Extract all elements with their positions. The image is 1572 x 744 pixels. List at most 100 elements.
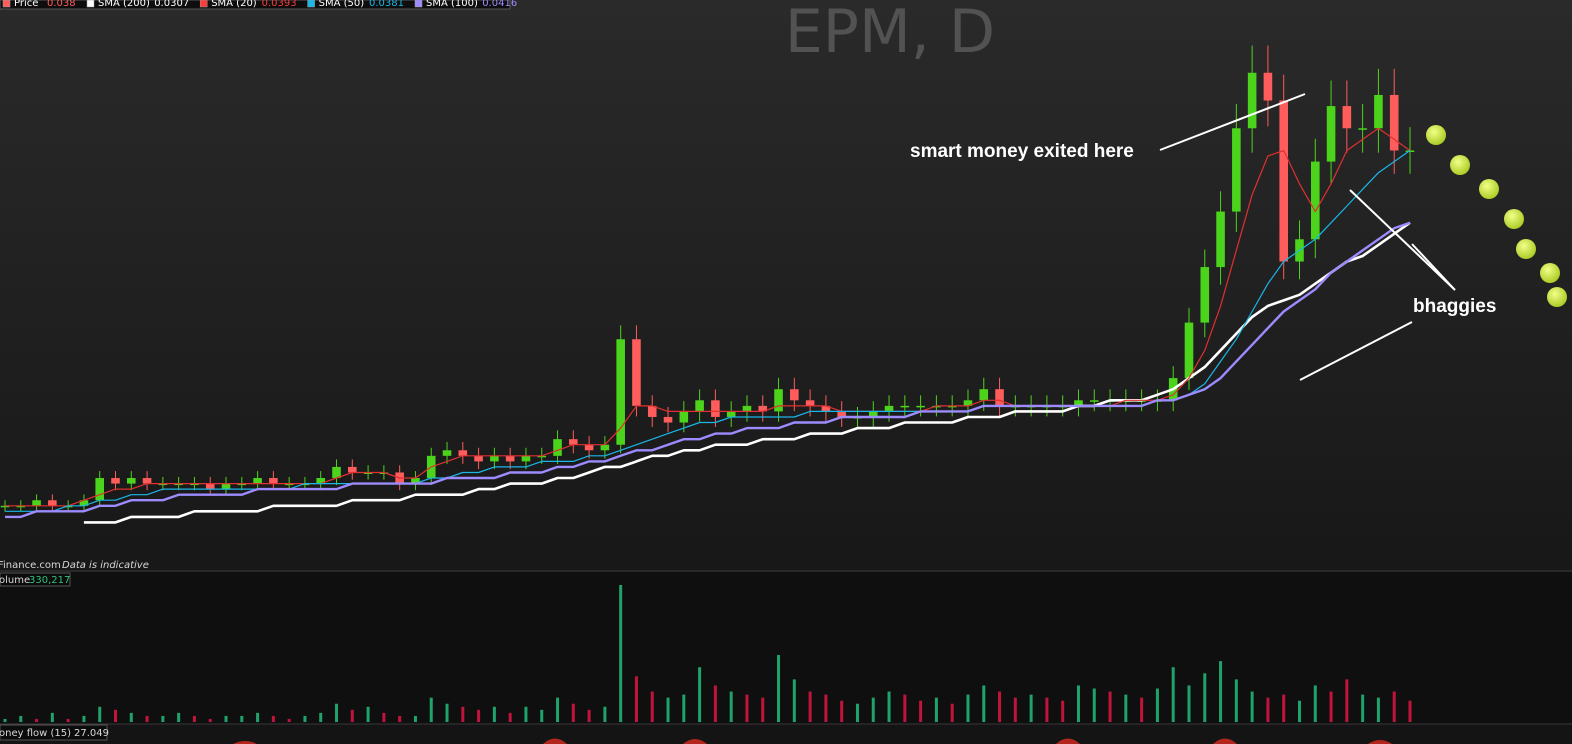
- volume-bar: [1266, 697, 1270, 722]
- volume-bar: [729, 691, 733, 722]
- volume-bar: [919, 700, 923, 722]
- volume-bar: [82, 715, 86, 722]
- legend-label: SMA (50): [319, 0, 365, 9]
- candle-body: [774, 389, 783, 412]
- candle-body: [790, 389, 799, 401]
- candle-body: [1374, 94, 1383, 129]
- candle-body: [995, 389, 1004, 406]
- volume-bar: [50, 712, 54, 722]
- candle-body: [726, 411, 736, 417]
- data-source: Finance.com: [0, 560, 61, 571]
- volume-bar: [1329, 691, 1333, 722]
- volume-bar: [871, 697, 875, 722]
- volume-bar: [350, 709, 354, 722]
- volume-bar: [1203, 673, 1207, 722]
- volume-bar: [1140, 697, 1144, 722]
- moneyflow-background: [0, 725, 1572, 744]
- volume-bar: [366, 706, 370, 722]
- volume-bar: [619, 585, 623, 722]
- volume-bar: [492, 706, 496, 722]
- projection-ball: [1547, 287, 1567, 307]
- volume-bar: [287, 718, 291, 722]
- candle-body: [348, 466, 357, 473]
- projection-balls: [1426, 125, 1567, 307]
- volume-bar: [271, 715, 275, 722]
- volume-bar: [35, 718, 39, 722]
- candle-body: [600, 444, 610, 451]
- volume-bar: [950, 703, 954, 722]
- candle-body: [1247, 72, 1257, 129]
- candle-body: [190, 483, 199, 486]
- volume-bar: [1187, 685, 1191, 722]
- volume-bar: [382, 712, 386, 722]
- candle-body: [205, 483, 215, 490]
- volume-bar: [1234, 679, 1238, 722]
- legend-swatch: [86, 0, 95, 8]
- candle-body: [805, 400, 815, 406]
- volume-bar: [1313, 685, 1317, 722]
- volume-bar: [413, 715, 417, 722]
- sma-100-line: [5, 221, 1411, 519]
- candles: [0, 45, 1415, 512]
- candle-body: [584, 444, 594, 451]
- candle-body: [1216, 211, 1225, 268]
- volume-bar: [1250, 691, 1254, 722]
- projection-ball: [1504, 209, 1524, 229]
- volume-bar: [824, 694, 828, 722]
- sma-20-line: [5, 127, 1411, 507]
- moneyflow-value: 27.049: [74, 728, 109, 739]
- candle-body: [63, 505, 73, 508]
- volume-bar: [1045, 697, 1049, 722]
- volume-bar: [840, 700, 844, 722]
- candle-body: [742, 405, 752, 412]
- moneyflow-label-box: [0, 724, 108, 741]
- volume-bar: [682, 694, 686, 722]
- volume-bar: [887, 691, 891, 722]
- volume-bar: [1282, 694, 1286, 722]
- candle-body: [221, 483, 231, 490]
- legend-value: 0.0307: [154, 0, 189, 9]
- volume-bar: [19, 715, 23, 722]
- candle-body: [1310, 161, 1320, 240]
- volume-bar: [1408, 700, 1412, 722]
- volume-bar: [1171, 667, 1175, 722]
- candle-body: [126, 478, 136, 484]
- candle-body: [269, 478, 278, 484]
- legend-label: Price: [14, 0, 38, 9]
- chart-title: EPM, D: [785, 0, 995, 67]
- volume-bar: [998, 691, 1002, 722]
- bhaggies-line-3: [1299, 321, 1413, 381]
- candle-body: [553, 439, 562, 456]
- volume-bar: [524, 706, 528, 722]
- candle-body: [300, 483, 310, 486]
- candle-body: [1184, 322, 1194, 379]
- volume-bar: [666, 697, 670, 722]
- volume-bar: [650, 691, 654, 722]
- volume-bar: [745, 694, 749, 722]
- candle-body: [158, 483, 168, 486]
- volume-bar: [461, 706, 465, 722]
- candle-body: [95, 478, 105, 501]
- volume-bar: [1124, 694, 1128, 722]
- volume-bar: [508, 712, 512, 722]
- volume-bar: [761, 697, 765, 722]
- candle-body: [711, 400, 720, 417]
- candle-body: [16, 505, 26, 508]
- candle-body: [569, 439, 578, 445]
- volume-bar: [1092, 688, 1096, 722]
- candle-body: [490, 455, 499, 462]
- volume-bar: [808, 691, 812, 722]
- bhaggies-line-1: [1349, 189, 1456, 291]
- volume-bar: [177, 712, 181, 722]
- candle-body: [0, 505, 10, 508]
- projection-ball: [1540, 263, 1560, 283]
- candle-body: [963, 400, 973, 406]
- candle-body: [521, 455, 531, 462]
- volume-bar: [1361, 694, 1365, 722]
- bhaggies-annotation: bhaggies: [1413, 296, 1496, 317]
- legend-label: SMA (200): [98, 0, 150, 9]
- volume-bar: [303, 715, 307, 722]
- volume-bar: [1061, 700, 1065, 722]
- volume-label-box: [0, 572, 71, 587]
- candle-body: [647, 405, 657, 417]
